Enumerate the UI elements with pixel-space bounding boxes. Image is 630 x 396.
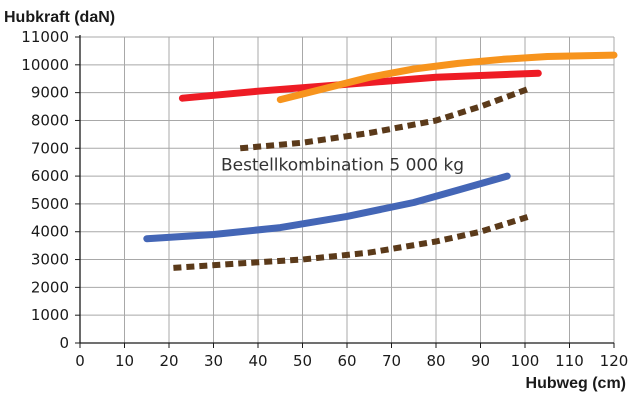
x-tick-label: 60 — [337, 352, 356, 370]
y-tick-label: 3000 — [31, 251, 69, 269]
series-line-3 — [239, 85, 531, 152]
y-tick-label: 9000 — [31, 84, 69, 102]
x-tick-label: 30 — [204, 352, 223, 370]
y-axis-label: Hubkraft (daN) — [4, 9, 115, 26]
y-tick-label: 4000 — [31, 223, 69, 241]
y-tick-label: 8000 — [31, 111, 69, 129]
x-tick-label: 100 — [511, 352, 540, 370]
series-line-4 — [143, 172, 511, 243]
axes — [75, 35, 615, 348]
y-tick-label: 0 — [59, 334, 69, 352]
x-axis-label: Hubweg (cm) — [526, 375, 626, 392]
x-tick-label: 120 — [600, 352, 629, 370]
y-tick-label: 1000 — [31, 306, 69, 324]
y-tick-label: 10000 — [21, 56, 69, 74]
y-tick-label: 6000 — [31, 167, 69, 185]
x-tick-label: 10 — [115, 352, 134, 370]
y-tick-labels: 0 1000 2000 3000 4000 5000 6000 7000 8000 9000 100… — [21, 28, 69, 352]
y-tick-label: 7000 — [31, 139, 69, 157]
x-tick-label: 0 — [75, 352, 85, 370]
grid — [80, 36, 615, 343]
x-tick-label: 80 — [426, 352, 445, 370]
x-tick-label: 20 — [159, 352, 178, 370]
series-line-5 — [173, 213, 531, 271]
x-tick-label: 110 — [555, 352, 584, 370]
x-tick-label: 70 — [382, 352, 401, 370]
y-tick-label: 2000 — [31, 278, 69, 296]
y-tick-label: 5000 — [31, 195, 69, 213]
x-tick-label: 50 — [293, 352, 312, 370]
x-tick-label: 40 — [248, 352, 267, 370]
annotation-label: Bestellkombination 5 000 kg — [221, 156, 464, 176]
x-tick-label: 90 — [471, 352, 490, 370]
series-lines — [143, 51, 618, 271]
x-tick-labels: 0 10 20 30 40 50 60 70 80 90 100 110 120 — [75, 352, 628, 370]
series-line-2 — [276, 51, 618, 104]
y-tick-label: 11000 — [21, 28, 69, 46]
